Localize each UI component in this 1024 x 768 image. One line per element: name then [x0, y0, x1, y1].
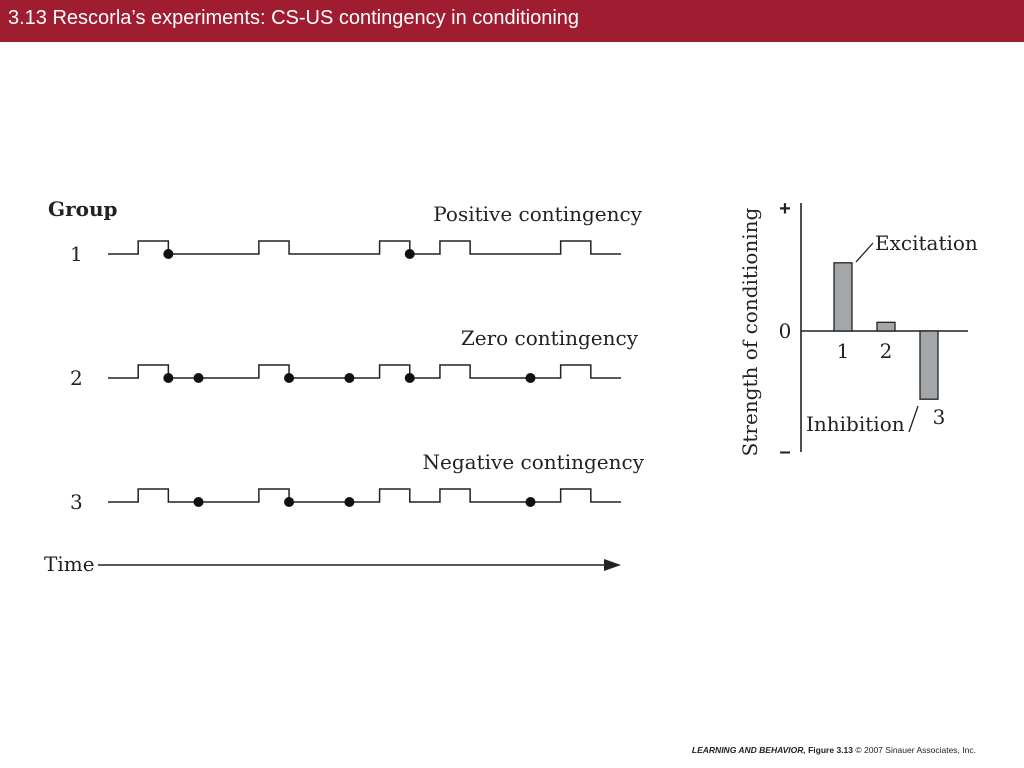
- group-1-label: Positive contingency: [433, 202, 642, 226]
- title-bar: 3.13 Rescorla’s experiments: CS-US conti…: [0, 0, 1024, 42]
- group-3-number: 3: [70, 490, 83, 514]
- inhibition-leader: [908, 405, 919, 433]
- y-tick-minus: –: [779, 441, 790, 463]
- group-2-number: 2: [70, 366, 83, 390]
- us-dot: [344, 497, 355, 507]
- us-dot: [344, 373, 355, 383]
- time-label: Time: [44, 552, 95, 576]
- group-1-timeline: [108, 240, 621, 259]
- group-2-label: Zero contingency: [461, 326, 639, 350]
- us-dot: [163, 373, 174, 383]
- group-heading: Group: [48, 197, 117, 221]
- bar-label-1: 1: [837, 339, 850, 363]
- bar-group-3: [919, 330, 939, 400]
- bar-label-3: 3: [933, 405, 946, 429]
- cs-trace: [108, 488, 621, 503]
- figure-number: Figure 3.13: [808, 745, 853, 755]
- us-dot: [284, 497, 295, 507]
- us-dot: [163, 249, 174, 259]
- us-dot: [193, 497, 204, 507]
- us-dot: [525, 373, 536, 383]
- bar-group-1: [833, 262, 853, 332]
- us-dot: [404, 373, 415, 383]
- group-1-number: 1: [70, 242, 83, 266]
- bar-label-2: 2: [880, 339, 893, 363]
- conditioning-chart: Strength of conditioning + 0 – 1 2 3 Excit…: [738, 198, 978, 463]
- figure-credit: LEARNING AND BEHAVIOR, Figure 3.13 © 200…: [692, 745, 976, 755]
- us-dot: [284, 373, 295, 383]
- y-tick-plus: +: [779, 198, 791, 220]
- cs-trace: [108, 364, 621, 379]
- group-3-label: Negative contingency: [423, 450, 645, 474]
- cs-trace: [108, 240, 621, 255]
- timeline-panel: Group Positive contingency 1 Zero contin…: [44, 197, 645, 576]
- excitation-leader: [855, 242, 874, 263]
- bars: 1 2 3: [833, 262, 946, 429]
- book-title: LEARNING AND BEHAVIOR,: [691, 745, 806, 755]
- inhibition-label: Inhibition: [806, 412, 905, 436]
- bar-group-2: [876, 321, 896, 332]
- us-dot: [525, 497, 536, 507]
- time-arrow-head: [604, 559, 621, 571]
- group-3-timeline: [108, 488, 621, 507]
- group-2-timeline: [108, 364, 621, 383]
- excitation-label: Excitation: [875, 231, 978, 255]
- us-dot: [404, 249, 415, 259]
- copyright: © 2007 Sinauer Associates, Inc.: [855, 745, 976, 755]
- chart-ylabel: Strength of conditioning: [738, 207, 762, 456]
- y-tick-zero: 0: [779, 319, 792, 343]
- slide-title: 3.13 Rescorla’s experiments: CS-US conti…: [8, 7, 580, 29]
- us-dot: [193, 373, 204, 383]
